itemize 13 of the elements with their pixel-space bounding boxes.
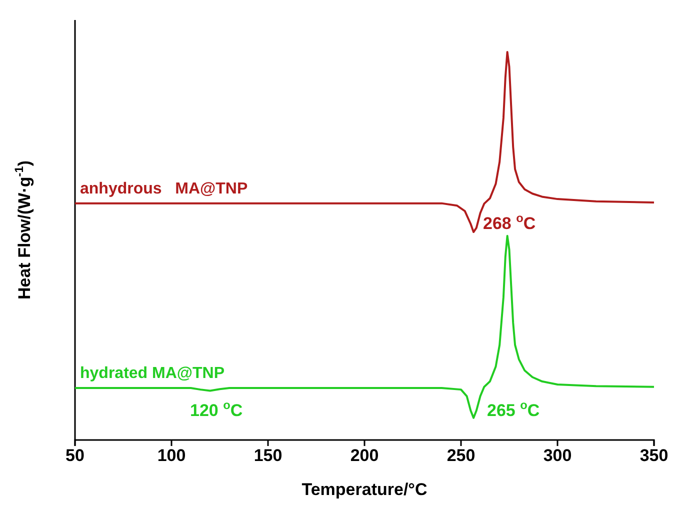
- annotation: 268 $^{o}$C: [483, 211, 536, 233]
- x-tick-label: 50: [66, 446, 84, 466]
- x-tick-label: 300: [543, 446, 572, 466]
- x-tick-label: 150: [254, 446, 282, 466]
- x-tick-label: 100: [157, 446, 186, 466]
- series-label: hydrated MA@TNP: [80, 365, 225, 382]
- annotation: 120 $^{o}$C: [190, 398, 243, 420]
- series-label: anhydrous MA@TNP: [80, 180, 248, 198]
- x-tick-label: 200: [350, 446, 379, 466]
- x-tick-label: 350: [640, 446, 668, 466]
- x-axis-title: Temperature/°C: [302, 480, 428, 499]
- annotation: 265 $^{o}$C: [487, 398, 540, 420]
- x-tick-label: 250: [446, 446, 476, 466]
